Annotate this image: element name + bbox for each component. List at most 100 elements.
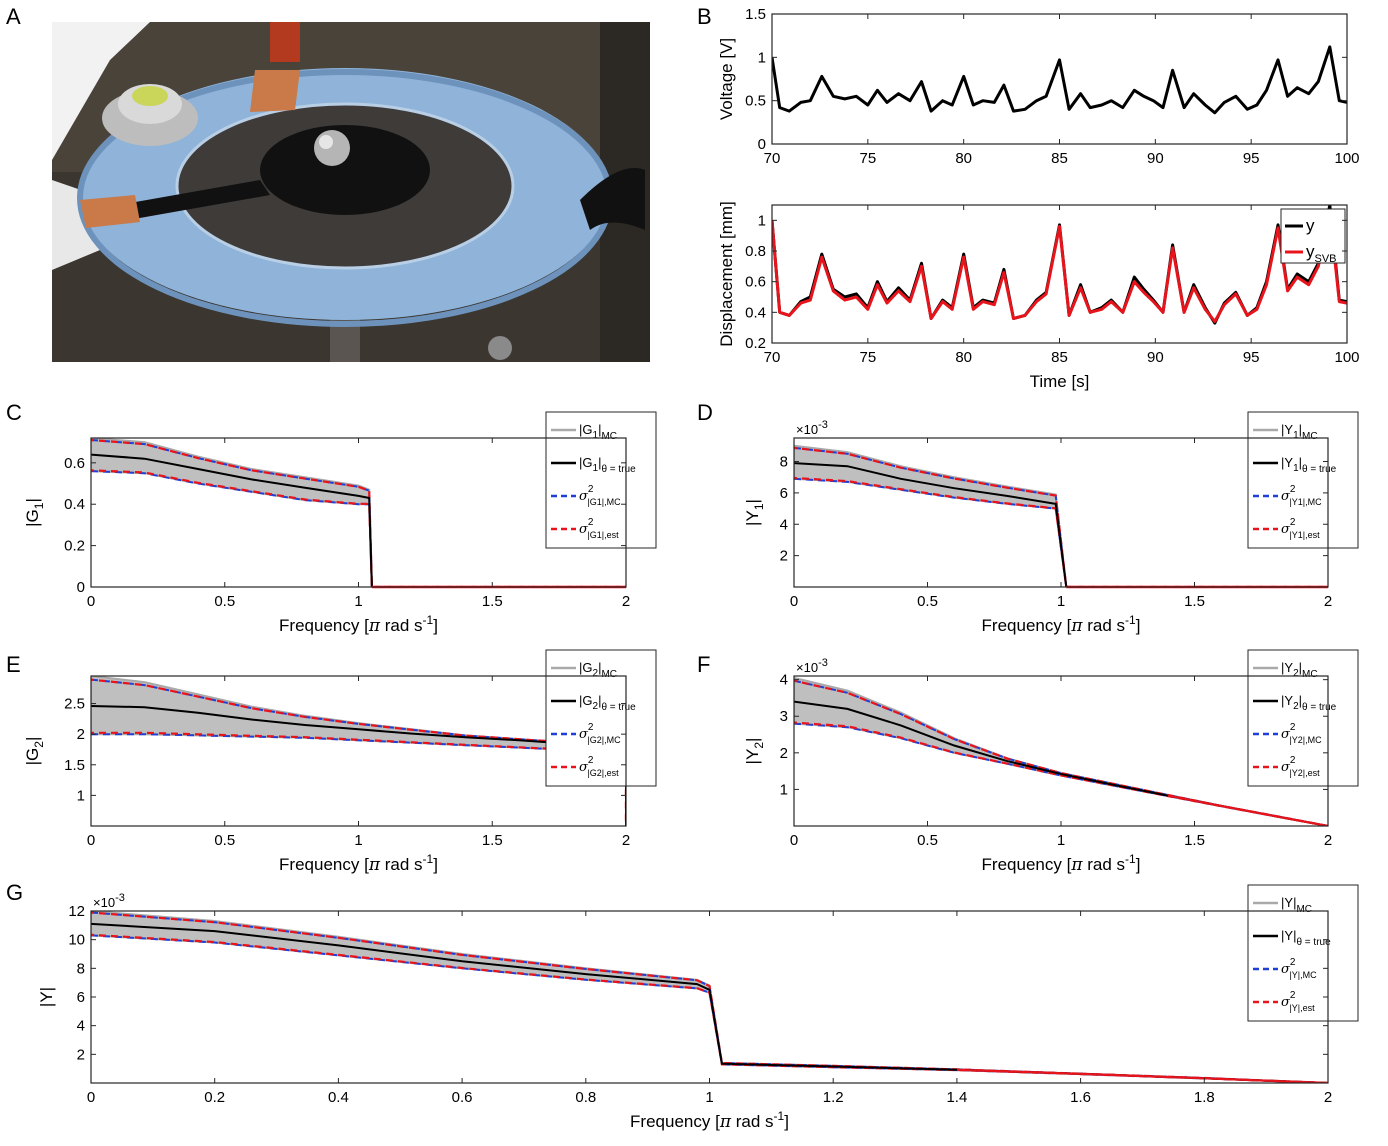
y-tick-label: 10 bbox=[68, 932, 85, 949]
x-tick-label: 0.5 bbox=[214, 593, 235, 610]
x-tick-label: 85 bbox=[1051, 150, 1068, 167]
y-tick-label: 1.5 bbox=[745, 6, 766, 23]
y-tick-label: 2 bbox=[780, 548, 788, 565]
legend-label: |G1|θ = true bbox=[579, 455, 636, 475]
y-tick-label: 1 bbox=[780, 781, 788, 798]
x-tick-label: 0.5 bbox=[214, 832, 235, 849]
y-tick-label: 0.8 bbox=[745, 243, 766, 260]
panel-letter-b: B bbox=[697, 4, 712, 29]
x-tick-label: 1.2 bbox=[823, 1089, 844, 1106]
legend-superscript: 2 bbox=[1290, 957, 1296, 968]
legend-part: |G bbox=[579, 455, 593, 470]
legend-part: |Y bbox=[1281, 928, 1293, 943]
x-axis-label: Frequency [π rad s-1] bbox=[279, 852, 438, 875]
y-tick-label: 1 bbox=[758, 212, 766, 229]
legend-label: σ2 |Y1|,est bbox=[1281, 517, 1320, 540]
axes-frame bbox=[771, 13, 1348, 145]
legend-subscript: MC bbox=[1296, 904, 1312, 915]
x-tick-label: 1.8 bbox=[1194, 1089, 1215, 1106]
est-variance-upper bbox=[91, 678, 626, 826]
legend-sigma: σ bbox=[579, 522, 589, 537]
label-part: rad s bbox=[380, 855, 423, 874]
label-part: Frequency [ bbox=[982, 616, 1072, 635]
y-tick-label: 4 bbox=[77, 1018, 85, 1035]
legend-sigma: σ bbox=[579, 760, 589, 775]
legend-box bbox=[1247, 884, 1359, 1022]
legend-sigma: σ bbox=[1281, 522, 1291, 537]
x-tick-label: 0.2 bbox=[204, 1089, 225, 1106]
y-axis-label: |Y| bbox=[37, 987, 56, 1007]
voltage-plot: 70 75 80 85 90 95 100 0 0.5 1 1.5 Voltage [V] bbox=[717, 6, 1360, 167]
legend-subscript: |G2|,MC bbox=[587, 735, 621, 745]
legend-subscript: |G1|,est bbox=[587, 530, 619, 540]
legend-sigma: σ bbox=[579, 489, 589, 504]
y-tick-label: 2 bbox=[77, 1046, 85, 1063]
label-subscript: 1 bbox=[752, 503, 766, 510]
x-tick-label: 90 bbox=[1147, 349, 1164, 366]
legend-label: σ2 |G2|,MC bbox=[579, 722, 621, 745]
legend-subscript: 2 bbox=[593, 701, 599, 712]
x-axis-label: Frequency [π rad s-1] bbox=[982, 852, 1141, 875]
x-tick-label: 0.5 bbox=[917, 593, 938, 610]
x-tick-label: 0.4 bbox=[328, 1089, 349, 1106]
label-part: Frequency [ bbox=[982, 855, 1072, 874]
x-tick-label: 2 bbox=[1324, 593, 1332, 610]
legend-part: |G bbox=[579, 422, 593, 437]
legend-subscript: MC bbox=[1302, 669, 1318, 680]
legend-part: |Y bbox=[1281, 455, 1293, 470]
panel-letter-e: E bbox=[6, 652, 21, 677]
label-part: rad s bbox=[1083, 616, 1126, 635]
legend-subscript: |Y|,MC bbox=[1289, 970, 1317, 980]
panel-letter-g: G bbox=[6, 880, 23, 905]
panel-letter-d: D bbox=[697, 400, 713, 425]
y-axis-label: |Y2| bbox=[743, 738, 766, 765]
y-tick-label: 1.5 bbox=[64, 757, 85, 774]
x-tick-label: 0 bbox=[790, 593, 798, 610]
x-tick-label: 70 bbox=[764, 150, 781, 167]
legend-superscript: 2 bbox=[1290, 517, 1296, 528]
y-tick-label: 4 bbox=[780, 672, 788, 689]
y-axis-label: Displacement [mm] bbox=[717, 201, 736, 346]
label-part: rad s bbox=[380, 616, 423, 635]
label-pi: π bbox=[368, 616, 381, 636]
tail-line bbox=[956, 1068, 1328, 1083]
x-tick-label: 1.5 bbox=[482, 593, 503, 610]
photo-of-ring-sensor-icon bbox=[52, 22, 650, 362]
x-tick-label: 1 bbox=[705, 1089, 713, 1106]
y-tick-label: 8 bbox=[780, 454, 788, 471]
x-tick-label: 0.5 bbox=[917, 832, 938, 849]
label-superscript: -1 bbox=[423, 613, 434, 627]
y-exponent-label: ×10-3 bbox=[796, 419, 828, 437]
x-tick-label: 0 bbox=[790, 832, 798, 849]
panel-letter-c: C bbox=[6, 400, 22, 425]
legend-label: |Y2|MC bbox=[1281, 660, 1318, 680]
legend-subscript: θ = true bbox=[601, 464, 636, 475]
label-part: rad s bbox=[1083, 855, 1126, 874]
label-pi: π bbox=[719, 1112, 732, 1132]
legend-part: | bbox=[1299, 422, 1302, 437]
x-tick-label: 0 bbox=[87, 1089, 95, 1106]
y-exponent-label: ×10-3 bbox=[796, 657, 828, 675]
true-response-line bbox=[91, 453, 626, 587]
legend-subscript: 1 bbox=[1293, 463, 1299, 474]
x-tick-label: 90 bbox=[1147, 150, 1164, 167]
label-part: | bbox=[37, 987, 56, 991]
legend-sigma: σ bbox=[1281, 962, 1291, 977]
legend-subscript: MC bbox=[601, 431, 617, 442]
legend-part: |Y bbox=[1281, 660, 1293, 675]
y-tick-label: 4 bbox=[780, 516, 788, 533]
series-line-y bbox=[772, 205, 1347, 325]
label-part: ] bbox=[433, 855, 438, 874]
exponent-superscript: -3 bbox=[818, 657, 828, 669]
legend-subscript: MC bbox=[601, 669, 617, 680]
legend-part: | bbox=[1299, 660, 1302, 675]
legend-box bbox=[545, 411, 657, 549]
x-tick-label: 0.8 bbox=[575, 1089, 596, 1106]
